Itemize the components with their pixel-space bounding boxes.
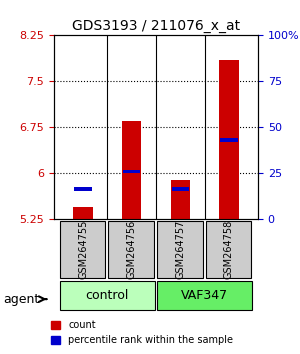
Bar bbox=[74, 207, 93, 219]
Bar bbox=[123, 170, 140, 173]
Bar bbox=[220, 138, 238, 142]
Text: control: control bbox=[86, 289, 129, 302]
FancyBboxPatch shape bbox=[206, 221, 251, 279]
FancyBboxPatch shape bbox=[157, 281, 252, 310]
Bar bbox=[122, 121, 141, 219]
FancyBboxPatch shape bbox=[60, 221, 106, 279]
Bar bbox=[74, 187, 92, 191]
Title: GDS3193 / 211076_x_at: GDS3193 / 211076_x_at bbox=[72, 19, 240, 33]
Text: GSM264756: GSM264756 bbox=[127, 220, 137, 279]
Text: GSM264758: GSM264758 bbox=[224, 220, 234, 279]
Bar bbox=[172, 187, 189, 191]
Bar bbox=[171, 179, 190, 219]
Text: VAF347: VAF347 bbox=[181, 289, 228, 302]
FancyBboxPatch shape bbox=[60, 281, 155, 310]
FancyBboxPatch shape bbox=[108, 221, 154, 279]
Text: GSM264757: GSM264757 bbox=[175, 220, 185, 279]
Bar bbox=[219, 60, 239, 219]
Text: agent: agent bbox=[3, 293, 39, 306]
Text: GSM264755: GSM264755 bbox=[78, 220, 88, 279]
Legend: count, percentile rank within the sample: count, percentile rank within the sample bbox=[47, 316, 237, 349]
FancyBboxPatch shape bbox=[157, 221, 202, 279]
